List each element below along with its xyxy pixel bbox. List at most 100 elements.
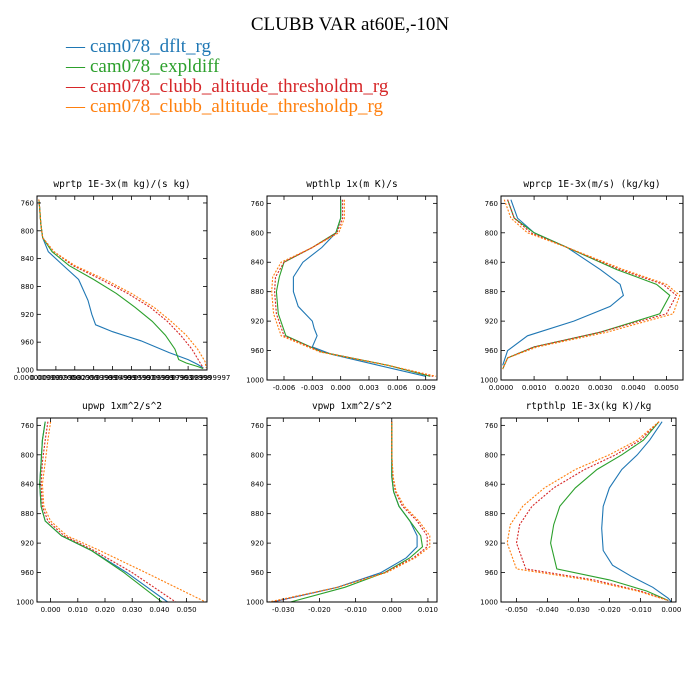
- x-tick-label: -0.020: [598, 606, 621, 614]
- x-tick-label: 0.069999993: [146, 374, 193, 382]
- y-tick-label: 960: [485, 347, 498, 355]
- x-tick-label: -0.030: [272, 606, 295, 614]
- series-line: [515, 421, 669, 602]
- legend-swatch: —: [66, 96, 85, 117]
- y-tick-label: 880: [21, 283, 34, 291]
- series-line: [275, 199, 431, 377]
- y-tick-label: 840: [251, 259, 264, 267]
- y-tick-label: 800: [21, 451, 34, 459]
- y-tick-label: 760: [251, 422, 264, 430]
- y-tick-label: 800: [251, 451, 264, 459]
- plot-frame: [36, 417, 208, 603]
- x-tick-label: 0.0099999998: [30, 374, 81, 382]
- x-tick-label: 0.000: [661, 606, 681, 614]
- plot-frame: [266, 195, 438, 381]
- legend: — cam078_dflt_rg — cam078_expldiff — cam078…: [66, 37, 388, 117]
- panel-title: upwp 1xm^2/s^2: [82, 401, 162, 412]
- x-tick-label: 0.0020: [555, 384, 580, 392]
- y-tick-label: 920: [485, 318, 498, 326]
- series-line: [38, 199, 207, 368]
- series-line: [38, 199, 204, 369]
- x-tick-label: 0.079999998: [165, 374, 212, 382]
- y-tick-label: 760: [251, 200, 264, 208]
- series-line: [506, 421, 669, 602]
- y-tick-label: 880: [21, 510, 34, 518]
- y-tick-label: 880: [485, 288, 498, 296]
- y-tick-label: 760: [485, 422, 498, 430]
- chart-panel: upwp 1xm^2/s^2 760 800 840 880 920 960 1000 0.00…: [16, 401, 208, 614]
- legend-item: — cam078_dflt_rg: [66, 37, 388, 57]
- x-tick-label: -0.006: [273, 384, 296, 392]
- series-line: [550, 421, 669, 602]
- y-tick-label: 960: [251, 569, 264, 577]
- panel-title: wpthlp 1x(m K)/s: [306, 179, 398, 190]
- x-tick-label: -0.020: [308, 606, 331, 614]
- y-tick-label: 840: [21, 255, 34, 263]
- y-tick-label: 960: [485, 569, 498, 577]
- panel-title: vpwp 1xm^2/s^2: [312, 401, 392, 412]
- series-line: [39, 421, 168, 602]
- y-tick-label: 760: [21, 422, 34, 430]
- x-tick-label: -0.030: [567, 606, 590, 614]
- x-tick-label: 0.0040: [621, 384, 646, 392]
- y-tick-label: 920: [21, 540, 34, 548]
- y-tick-label: 960: [251, 347, 264, 355]
- panel-title: wprcp 1E-3x(m/s) (kg/kg): [523, 179, 660, 190]
- y-tick-label: 920: [251, 318, 264, 326]
- y-tick-label: 760: [485, 200, 498, 208]
- y-tick-label: 760: [21, 199, 34, 207]
- x-tick-label: 0.049999997: [108, 374, 155, 382]
- x-tick-label: 0.020: [95, 606, 115, 614]
- x-tick-label: -0.010: [344, 606, 367, 614]
- series-line: [38, 199, 204, 369]
- x-tick-label: -0.010: [629, 606, 652, 614]
- x-tick-label: 0.059999999: [127, 374, 174, 382]
- x-tick-label: 0.003: [359, 384, 379, 392]
- x-tick-label: 0.0010: [522, 384, 547, 392]
- plot-frame: [36, 195, 208, 371]
- y-tick-label: 880: [485, 510, 498, 518]
- y-tick-label: 840: [21, 481, 34, 489]
- y-tick-label: 1000: [246, 599, 264, 607]
- x-tick-label: 0.039999999: [89, 374, 136, 382]
- x-tick-label: 0.020000000: [51, 374, 98, 382]
- y-tick-label: 840: [485, 481, 498, 489]
- y-tick-label: 880: [251, 510, 264, 518]
- legend-item: — cam078_clubb_altitude_thresholdp_rg: [66, 97, 388, 117]
- x-tick-label: 0.0050: [654, 384, 679, 392]
- plot-frame: [266, 417, 438, 603]
- x-tick-label: 0.0030: [588, 384, 613, 392]
- chart-panel: wprcp 1E-3x(m/s) (kg/kg) 760 800 840 880 920 9…: [480, 179, 684, 392]
- series-line: [272, 421, 418, 602]
- legend-item: — cam078_expldiff: [66, 57, 388, 77]
- chart-panel: wprtp 1E-3x(m kg)/(s kg) 760 800 840 880 920 9…: [14, 179, 231, 382]
- series-line: [290, 421, 424, 602]
- legend-swatch: —: [66, 76, 85, 97]
- y-tick-label: 1000: [246, 377, 264, 385]
- y-tick-label: 1000: [480, 377, 498, 385]
- y-tick-label: 840: [485, 259, 498, 267]
- series-line: [271, 199, 437, 377]
- legend-swatch: —: [66, 36, 85, 57]
- y-tick-label: 960: [21, 339, 34, 347]
- x-tick-label: 0.009: [416, 384, 436, 392]
- x-tick-label: 0.029999999: [70, 374, 117, 382]
- x-tick-label: -0.040: [536, 606, 559, 614]
- series-line: [502, 199, 678, 370]
- chart-panel: vpwp 1xm^2/s^2 760 800 840 880 920 960 1000 -0.0…: [246, 401, 438, 614]
- series-line: [38, 199, 204, 370]
- x-tick-label: 0.089999997: [184, 374, 231, 382]
- y-tick-label: 840: [251, 481, 264, 489]
- legend-item: — cam078_clubb_altitude_thresholdm_rg: [66, 77, 388, 97]
- y-tick-label: 1000: [480, 599, 498, 607]
- y-tick-label: 800: [485, 451, 498, 459]
- x-tick-label: -0.050: [505, 606, 528, 614]
- legend-label: cam078_clubb_altitude_thresholdm_rg: [90, 76, 389, 97]
- panel-title: wprtp 1E-3x(m kg)/(s kg): [53, 179, 190, 190]
- series-line: [41, 421, 206, 602]
- series-line: [292, 199, 426, 377]
- x-tick-label: 0.006: [387, 384, 408, 392]
- x-tick-label: 0.050: [177, 606, 197, 614]
- x-tick-label: 0.000: [382, 606, 402, 614]
- x-tick-label: 0.000000000: [14, 374, 61, 382]
